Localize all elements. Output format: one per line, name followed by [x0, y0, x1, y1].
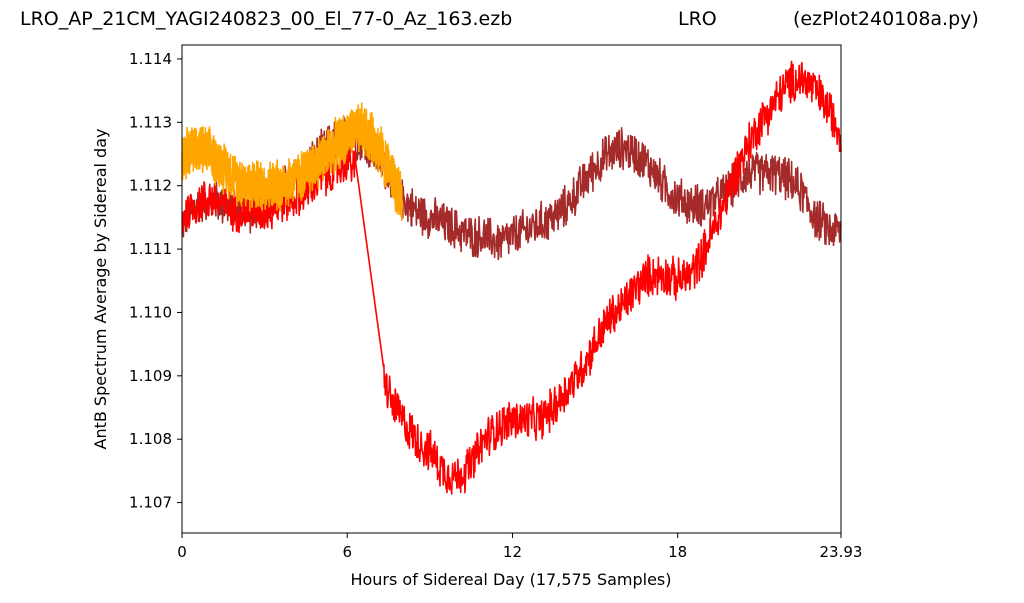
y-tick-label: 1.107	[129, 494, 172, 512]
x-tick-label: 18	[668, 543, 687, 561]
chart-program-label: (ezPlot240108a.py)	[793, 8, 979, 30]
y-tick-label: 1.108	[129, 430, 172, 448]
plot-frame	[181, 44, 842, 534]
y-tick-label: 1.113	[129, 113, 172, 131]
y-tick-label: 1.112	[129, 177, 172, 195]
series-line-2	[181, 102, 404, 221]
y-tick-label: 1.111	[129, 240, 172, 258]
y-tick-label: 1.114	[129, 50, 172, 68]
chart-title: LRO_AP_21CM_YAGI240823_00_El_77-0_Az_163…	[20, 8, 513, 30]
x-tick-label: 0	[177, 543, 187, 561]
series-layer	[181, 60, 842, 495]
x-tick-label: 12	[503, 543, 522, 561]
x-tick-label: 6	[342, 543, 352, 561]
x-axis: 0 6 12 18 23.93	[177, 533, 862, 561]
chart-site-label: LRO	[678, 8, 717, 30]
x-tick-label: 23.93	[820, 543, 863, 561]
x-axis-label: Hours of Sidereal Day (17,575 Samples)	[350, 570, 671, 589]
y-axis: 1.107 1.108 1.109 1.110 1.111 1.112 1.113 1.114	[129, 50, 182, 512]
y-tick-label: 1.110	[129, 303, 172, 321]
series-line-1	[181, 60, 842, 495]
y-axis-label: AntB Spectrum Average by Sidereal day	[91, 129, 110, 450]
y-tick-label: 1.109	[129, 367, 172, 385]
